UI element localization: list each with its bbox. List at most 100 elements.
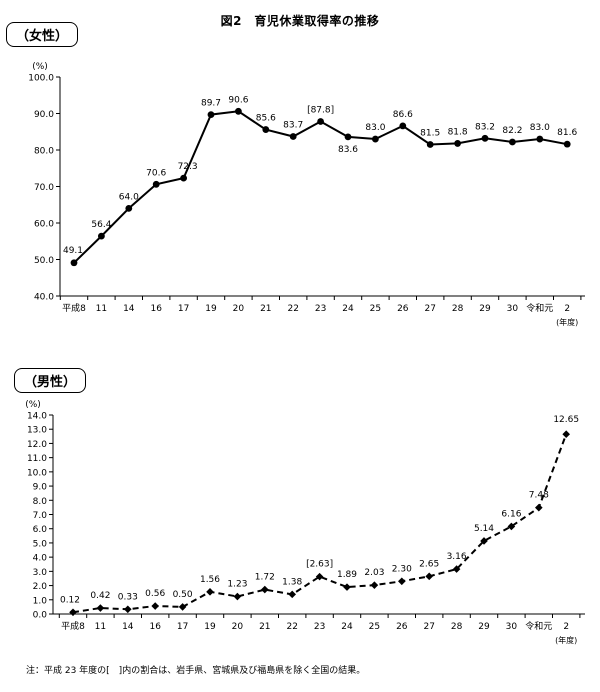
- male-data-point: [124, 605, 132, 614]
- male-y-tick-label: 0.0: [33, 611, 48, 621]
- male-y-tick-label: 6.0: [33, 525, 48, 535]
- male-data-point: [398, 577, 406, 586]
- female-panel-label: （女性）: [6, 22, 79, 47]
- male-x-tick-label: 平成8: [61, 620, 85, 632]
- female-series-line: [73, 110, 568, 264]
- male-data-point: [178, 603, 187, 611]
- female-x-tick-label: 27: [424, 304, 435, 314]
- female-data-point: [235, 107, 242, 115]
- male-data-point: [370, 581, 379, 589]
- male-y-tick-label: 11.0: [27, 454, 47, 464]
- female-data-point: [98, 232, 105, 240]
- female-data-label: 56.4: [91, 220, 111, 230]
- male-x-tick-label: 22: [286, 622, 297, 632]
- male-x-tick-label: 16: [149, 622, 161, 632]
- male-x-tick-label: 21: [259, 622, 270, 632]
- female-x-tick-label: 平成8: [62, 302, 86, 314]
- female-x-tick-label: 17: [178, 304, 189, 314]
- male-y-tick-label: 13.0: [27, 426, 47, 436]
- female-x-tick-label: 29: [479, 304, 491, 314]
- male-data-label: 1.72: [255, 573, 275, 583]
- female-x-tick-label: 28: [452, 304, 464, 314]
- female-data-label: 83.0: [365, 123, 385, 133]
- female-x-tick-label: 24: [342, 304, 354, 314]
- female-data-point: [344, 133, 352, 141]
- female-data-label: 90.6: [228, 95, 248, 105]
- male-x-tick-label: 19: [204, 622, 216, 632]
- female-data-point: [372, 135, 379, 143]
- male-data-point: [315, 572, 324, 581]
- male-data-label: 1.89: [337, 570, 357, 580]
- female-data-label: 81.5: [420, 129, 440, 139]
- male-data-label: 0.56: [145, 589, 165, 599]
- female-data-label: 83.6: [338, 145, 358, 155]
- female-data-point: [125, 205, 133, 212]
- male-y-tick-label: 1.0: [33, 596, 48, 606]
- female-x-tick-label: 26: [397, 304, 409, 314]
- male-data-label: 7.48: [529, 491, 549, 501]
- male-data-point: [151, 602, 159, 610]
- male-data-label: 6.16: [501, 509, 521, 519]
- female-data-point: [180, 174, 188, 182]
- male-data-label: 2.65: [419, 559, 439, 569]
- male-data-point: [480, 537, 488, 545]
- male-y-tick-label: 4.0: [33, 554, 48, 564]
- female-year-unit-label: (年度): [556, 317, 578, 327]
- female-x-tick-label: 16: [150, 304, 162, 314]
- female-data-label: 86.6: [393, 110, 413, 120]
- male-x-tick-label: 28: [451, 622, 463, 632]
- female-x-tick-label: 21: [260, 304, 271, 314]
- female-data-label: 81.8: [448, 127, 468, 137]
- male-x-tick-label: 27: [423, 622, 434, 632]
- male-x-tick-label: 29: [478, 622, 490, 632]
- male-data-label: 3.16: [447, 552, 467, 562]
- male-data-point: [425, 572, 433, 581]
- male-data-label: 12.65: [553, 415, 579, 425]
- male-x-tick-label: 11: [95, 622, 106, 632]
- male-x-tick-label: 23: [314, 622, 325, 632]
- male-data-point: [96, 604, 105, 612]
- female-y-tick-label: 40.0: [34, 293, 54, 303]
- male-data-label: 1.38: [282, 577, 302, 587]
- female-data-label: 81.6: [557, 128, 577, 138]
- female-x-tick-label: 22: [287, 304, 298, 314]
- figure-title: 図2 育児休業取得率の推移: [220, 14, 380, 28]
- male-data-label: 2.03: [364, 568, 384, 578]
- male-data-label: 0.50: [173, 590, 193, 600]
- female-data-point: [262, 126, 270, 133]
- female-data-point: [70, 259, 78, 267]
- female-data-point: [509, 138, 516, 146]
- female-unit-label: (%): [32, 62, 48, 72]
- male-data-point: [233, 592, 242, 601]
- male-data-label: 5.14: [474, 524, 494, 534]
- male-y-tick-label: 3.0: [33, 568, 48, 578]
- female-x-tick-label: 2: [564, 304, 570, 314]
- male-y-tick-label: 5.0: [33, 539, 48, 549]
- female-data-point: [152, 180, 160, 188]
- male-data-label: [2.63]: [306, 560, 333, 570]
- female-data-point: [207, 111, 215, 118]
- female-x-tick-label: 14: [123, 304, 135, 314]
- male-data-point: [206, 588, 214, 596]
- male-x-tick-label: 26: [396, 622, 408, 632]
- male-data-label: 1.23: [227, 580, 247, 590]
- male-data-point: [288, 590, 296, 599]
- female-x-tick-label: 30: [507, 304, 519, 314]
- female-data-label: 89.7: [201, 99, 221, 109]
- male-chart: 0.0 1.0 2.0 3.0 4.0 5.0 6.0 7.0 8.0 9.0 10.0 11.0 12…: [25, 400, 585, 645]
- female-data-label: 83.2: [475, 122, 495, 132]
- male-x-tick-label: 25: [369, 622, 380, 632]
- female-data-label: 85.6: [256, 114, 276, 124]
- female-data-point: [426, 141, 434, 148]
- female-y-tick-label: 50.0: [34, 256, 54, 266]
- female-data-label: 83.7: [283, 120, 303, 130]
- female-x-tick-label: 25: [370, 304, 381, 314]
- female-y-tick-label: 70.0: [34, 183, 54, 193]
- female-data-point: [454, 140, 461, 147]
- female-y-tick-label: 80.0: [34, 147, 54, 157]
- female-data-label: 49.1: [63, 246, 83, 256]
- female-x-tick-label: 20: [233, 304, 245, 314]
- male-y-tick-label: 2.0: [33, 582, 48, 592]
- male-data-label: 0.33: [118, 592, 138, 602]
